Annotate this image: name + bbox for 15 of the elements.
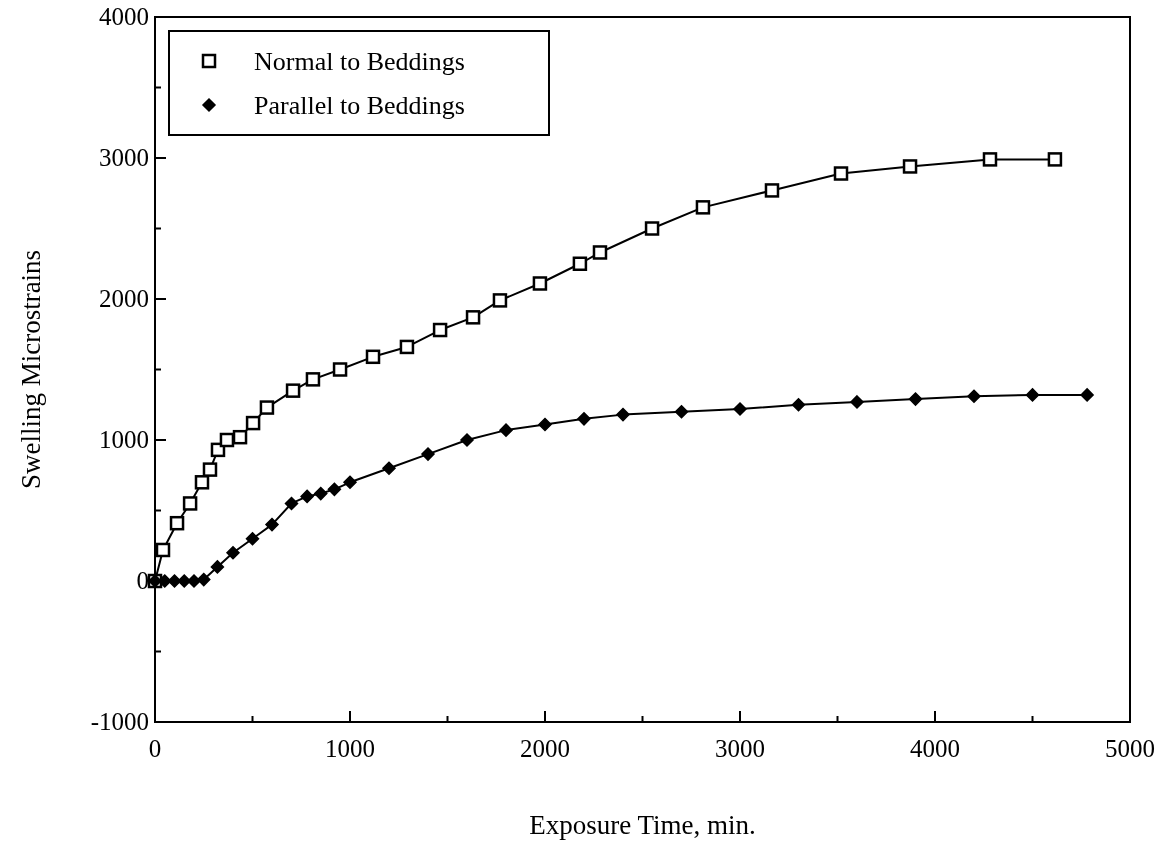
y-tick-label: 3000: [99, 144, 149, 171]
x-axis-title: Exposure Time, min.: [529, 810, 756, 840]
x-tick-label: 5000: [1105, 735, 1155, 762]
x-tick-label: 4000: [910, 735, 960, 762]
legend-label: Parallel to Beddings: [254, 91, 465, 120]
y-tick-label: 2000: [99, 285, 149, 312]
y-tick-label: 1000: [99, 426, 149, 453]
x-tick-label: 1000: [325, 735, 375, 762]
legend-label: Normal to Beddings: [254, 47, 465, 76]
y-axis-title: Swelling Microstrains: [16, 249, 46, 490]
x-tick-label: 2000: [520, 735, 570, 762]
y-tick-label: -1000: [90, 708, 149, 735]
x-tick-label: 3000: [715, 735, 765, 762]
y-tick-label: 0: [136, 567, 149, 594]
y-tick-label: 4000: [99, 3, 149, 30]
